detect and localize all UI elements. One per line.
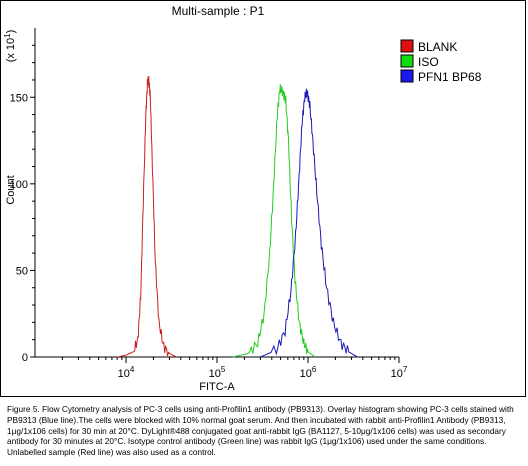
x-tick-label: 107 <box>391 365 408 380</box>
x-tick-base: 10 <box>209 368 221 380</box>
x-tick-exponent: 4 <box>130 365 135 374</box>
x-tick-base: 10 <box>118 368 130 380</box>
legend-label: BLANK <box>418 40 457 54</box>
series-lines <box>117 76 358 358</box>
y-tick-label: 150 <box>10 92 28 104</box>
x-axis-ticks: 104 105 106 107 <box>61 357 408 380</box>
x-tick-exponent: 6 <box>312 365 317 374</box>
series-line-blank <box>117 76 177 358</box>
series-line-pfn1-bp68 <box>260 88 358 358</box>
x-tick-exponent: 7 <box>403 365 408 374</box>
x-tick-exponent: 5 <box>221 365 226 374</box>
y-tick-label: 100 <box>10 179 28 191</box>
x-tick-label: 106 <box>300 365 317 380</box>
legend-swatch <box>400 69 414 83</box>
legend-swatch <box>400 54 414 68</box>
flow-cytometry-histogram: Multi-sample : P1 (x 101) Count FITC-A 0… <box>3 4 482 393</box>
figure-frame <box>0 0 526 397</box>
x-tick-label: 104 <box>118 365 135 380</box>
legend-label: ISO <box>418 55 439 69</box>
legend-swatch <box>400 39 414 53</box>
y-tick-label: 50 <box>16 265 28 277</box>
figure-caption: Figure 5. Flow Cytometry analysis of PC-… <box>7 404 514 458</box>
series-line-iso <box>232 84 316 358</box>
x-axis-label: FITC-A <box>199 381 235 393</box>
x-tick-label: 105 <box>209 365 226 380</box>
y-tick-label: 0 <box>22 352 28 364</box>
y-multiplier-prefix: (x 10 <box>5 38 17 62</box>
y-axis-label: Count <box>5 175 17 204</box>
y-axis-ticks: 0 50 100 150 <box>10 44 35 364</box>
legend-label: PFN1 BP68 <box>418 70 482 84</box>
x-tick-base: 10 <box>300 368 312 380</box>
y-axis-multiplier-label: (x 101) <box>3 30 17 63</box>
x-tick-base: 10 <box>391 368 403 380</box>
axes <box>34 28 399 358</box>
y-multiplier-exponent: 1 <box>3 33 12 38</box>
chart-title: Multi-sample : P1 <box>172 4 265 18</box>
